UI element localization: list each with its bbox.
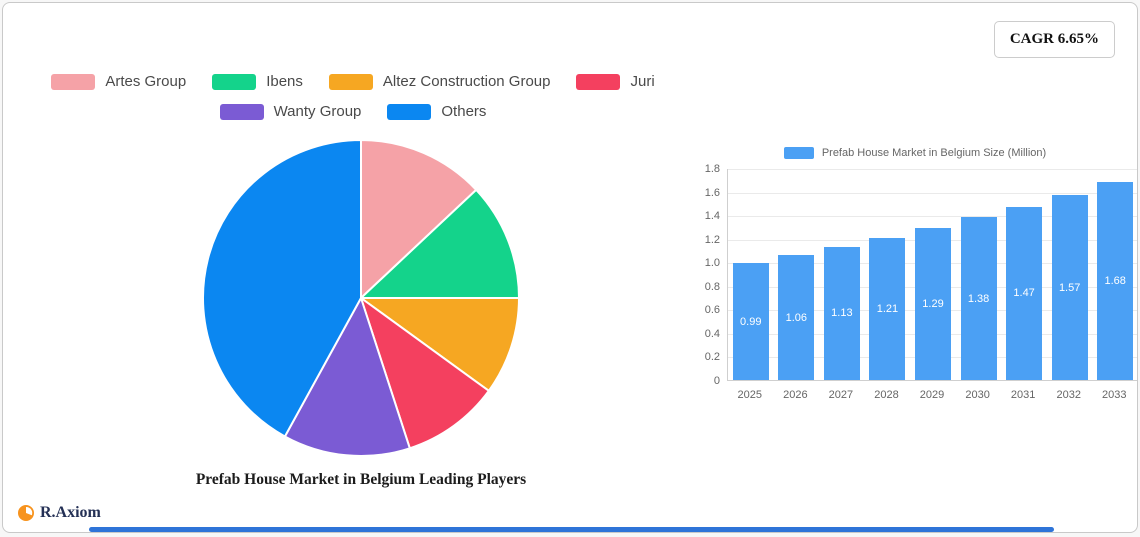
legend-item-juri[interactable]: Juri: [576, 73, 655, 90]
legend-item-others[interactable]: Others: [387, 103, 486, 120]
legend-label: Others: [441, 103, 487, 120]
bar-value-label: 1.68: [1104, 275, 1126, 288]
bar-2026: 1.06: [778, 255, 815, 380]
y-axis-tick-label: 1.0: [704, 257, 720, 270]
legend-swatch-icon: [212, 73, 257, 90]
legend-swatch-icon: [576, 73, 621, 90]
bar-value-label: 0.99: [740, 315, 762, 328]
pie-legend: Artes Group Ibens Altez Construction Group…: [23, 73, 683, 120]
y-axis-tick-label: 0.2: [704, 351, 720, 364]
legend-label: Artes Group: [105, 73, 187, 90]
legend-label: Altez Construction Group: [382, 73, 551, 90]
gridline: [728, 169, 1137, 170]
legend-item-wanty-group[interactable]: Wanty Group: [219, 103, 362, 120]
bar-2027: 1.13: [823, 246, 860, 380]
legend-label: Wanty Group: [273, 103, 362, 120]
pie-slice-juri: [360, 297, 490, 450]
bar-value-label: 1.13: [831, 307, 853, 320]
y-axis-tick-label: 1.6: [704, 186, 720, 199]
x-axis-tick-label: 2033: [1102, 389, 1127, 401]
pie-slice-wanty-group: [283, 297, 411, 458]
bar-plot-area: 0 0.2 0.4 0.6 0.8 1.0 1.2 1.4 1.6 1.8 0.99 1.06 1.13…: [705, 163, 1137, 387]
pie-slice-ibens: [360, 188, 520, 299]
bar-value-label: 1.47: [1013, 287, 1035, 300]
bar-x-axis: 2025 2026 2027 2028 2029 2030 2031 2032 2033: [727, 381, 1137, 401]
bar-legend-swatch-icon: [783, 147, 814, 159]
bar-2032: 1.57: [1051, 195, 1088, 380]
brand-name: R.Axiom: [40, 504, 101, 521]
legend-swatch-icon: [387, 103, 432, 120]
bar-chart-section: Prefab House Market in Belgium Size (Mil…: [687, 147, 1137, 401]
bar-2030: 1.38: [960, 217, 997, 380]
cagr-badge: CAGR 6.65%: [993, 21, 1115, 58]
x-axis-tick-label: 2030: [965, 389, 990, 401]
x-axis-tick-label: 2026: [783, 389, 808, 401]
bar-2031: 1.47: [1006, 206, 1043, 380]
bar-2028: 1.21: [869, 237, 906, 380]
legend-item-altez-construction-group[interactable]: Altez Construction Group: [328, 73, 551, 90]
y-axis-tick-label: 0.6: [704, 304, 720, 317]
bar-value-label: 1.38: [967, 292, 990, 305]
legend-item-ibens[interactable]: Ibens: [212, 73, 303, 90]
bar-value-label: 1.06: [785, 311, 808, 324]
x-axis-tick-label: 2028: [874, 389, 899, 401]
x-axis-tick-label: 2031: [1010, 389, 1036, 401]
y-axis-tick-label: 1.4: [704, 210, 720, 223]
legend-swatch-icon: [219, 103, 264, 120]
y-axis-tick-label: 1.2: [704, 233, 720, 246]
legend-swatch-icon: [51, 73, 96, 90]
pie-chart: [202, 139, 520, 458]
bar-value-label: 1.21: [876, 302, 899, 315]
pie-slice-artes-group: [360, 139, 478, 299]
legend-item-artes-group[interactable]: Artes Group: [51, 73, 186, 90]
bar-plot-wrap: 0 0.2 0.4 0.6 0.8 1.0 1.2 1.4 1.6 1.8 0.99 1.06 1.13…: [705, 163, 1137, 387]
legend-swatch-icon: [328, 73, 373, 90]
y-axis-tick-label: 0.4: [704, 327, 720, 340]
cagr-label: CAGR 6.65%: [1009, 31, 1099, 47]
y-axis-tick-label: 1.8: [704, 163, 720, 175]
bar-2025: 0.99: [732, 263, 769, 380]
gridline: [728, 192, 1137, 194]
x-axis-tick-label: 2027: [828, 389, 854, 401]
pie-logo-icon: [18, 505, 34, 521]
pie-slice-others: [202, 139, 362, 438]
pie-chart-title: Prefab House Market in Belgium Leading P…: [195, 471, 527, 488]
legend-label: Ibens: [266, 73, 303, 90]
pie-slice-altez-construction-group: [360, 297, 520, 392]
y-axis-tick-label: 0: [713, 375, 720, 387]
bar-value-label: 1.57: [1058, 281, 1081, 294]
legend-label: Juri: [630, 73, 655, 90]
x-axis-tick-label: 2032: [1056, 389, 1081, 401]
gridline: [728, 216, 1137, 218]
bar-legend-label: Prefab House Market in Belgium Size (Mil…: [821, 147, 1047, 159]
bar-2033: 1.68: [1097, 182, 1134, 380]
x-axis-tick-label: 2025: [737, 389, 763, 401]
x-axis-tick-label: 2029: [919, 389, 945, 401]
brand-logo: R.Axiom: [17, 504, 101, 522]
pie-chart-section: Artes Group Ibens Altez Construction Group…: [13, 73, 693, 488]
bar-legend-item[interactable]: Prefab House Market in Belgium Size (Mil…: [687, 147, 1137, 159]
bar-value-label: 1.29: [922, 298, 944, 311]
bottom-accent-bar: [89, 527, 1054, 532]
bar-2029: 1.29: [915, 228, 951, 380]
y-axis-tick-label: 0.8: [704, 280, 720, 293]
